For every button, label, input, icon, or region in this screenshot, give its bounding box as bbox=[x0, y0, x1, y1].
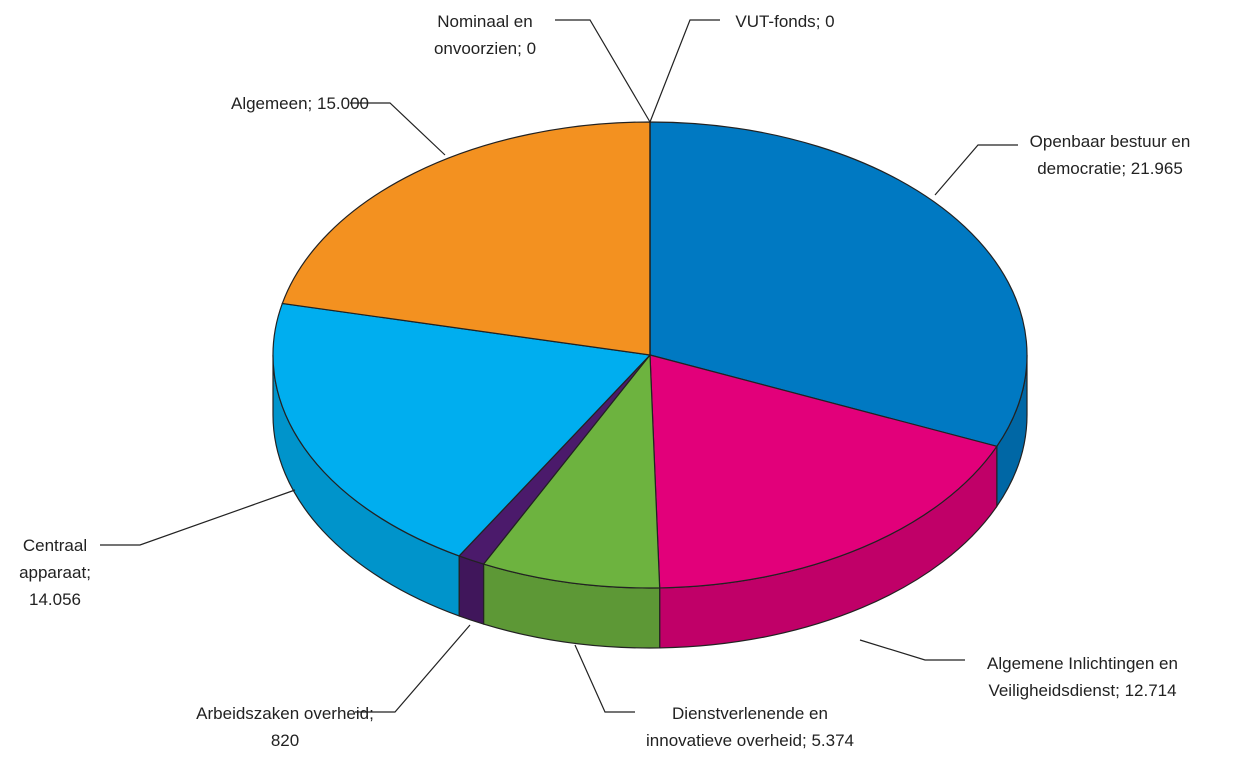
label-separator: ; bbox=[369, 704, 374, 723]
slice-label: Openbaar bestuur en democratie; 21.965 bbox=[1000, 128, 1220, 182]
label-value: 820 bbox=[270, 731, 300, 750]
leader-line bbox=[649, 19, 720, 123]
label-value: 0 bbox=[526, 39, 537, 58]
label-value: 14.056 bbox=[29, 590, 81, 609]
pie-sides bbox=[272, 354, 1028, 649]
leader-line bbox=[555, 19, 651, 123]
pie-side bbox=[458, 555, 485, 625]
label-separator: ; bbox=[307, 94, 313, 113]
leader-line bbox=[934, 144, 1018, 196]
label-value: 21.965 bbox=[1130, 159, 1183, 178]
slice-label: Centraal apparaat; 14.056 bbox=[0, 532, 110, 613]
slice-label: Arbeidszaken overheid; 820 bbox=[195, 700, 375, 754]
slice-label: Nominaal en onvoorzien; 0 bbox=[400, 8, 570, 62]
label-separator: ; bbox=[1121, 159, 1127, 178]
slice-label: Algemeen; 15.000 bbox=[220, 90, 380, 117]
pie-tops bbox=[272, 121, 1028, 589]
label-value: 12.714 bbox=[1124, 681, 1177, 700]
label-name: Algemeen bbox=[230, 94, 308, 113]
label-name: Openbaar bestuur en democratie bbox=[1029, 132, 1191, 178]
label-value: 5.374 bbox=[811, 731, 854, 750]
label-name: VUT-fonds bbox=[735, 12, 816, 31]
pie-slice bbox=[649, 354, 998, 589]
label-separator: ; bbox=[815, 12, 821, 31]
label-separator: ; bbox=[517, 39, 522, 58]
leader-line bbox=[350, 102, 446, 156]
label-separator: ; bbox=[86, 563, 91, 582]
label-name: Dienstverlenende en innovatieve overheid bbox=[646, 704, 828, 750]
leader-line bbox=[355, 624, 471, 713]
pie-slice bbox=[482, 353, 661, 589]
label-separator: ; bbox=[801, 731, 807, 750]
slice-label: VUT-fonds; 0 bbox=[700, 8, 870, 35]
slice-label: Algemene Inlichtingen en Veiligheidsdien… bbox=[965, 650, 1200, 704]
label-name: Arbeidszaken overheid bbox=[196, 704, 370, 723]
label-value: 0 bbox=[825, 12, 835, 31]
pie-slice bbox=[272, 302, 652, 557]
pie-slice bbox=[649, 121, 1028, 448]
label-name: Centraal apparaat bbox=[19, 536, 88, 582]
label-name: Algemene Inlichtingen en Veiligheidsdien… bbox=[987, 654, 1178, 700]
leader-line bbox=[100, 489, 296, 546]
label-value: 15.000 bbox=[317, 94, 370, 113]
label-name: Nominaal en onvoorzien bbox=[433, 12, 533, 58]
pie-slice bbox=[281, 121, 651, 356]
leader-line bbox=[859, 639, 965, 661]
slice-label: Dienstverlenende en innovatieve overheid… bbox=[630, 700, 870, 754]
label-separator: ; bbox=[1115, 681, 1120, 700]
leader-line bbox=[574, 644, 635, 713]
